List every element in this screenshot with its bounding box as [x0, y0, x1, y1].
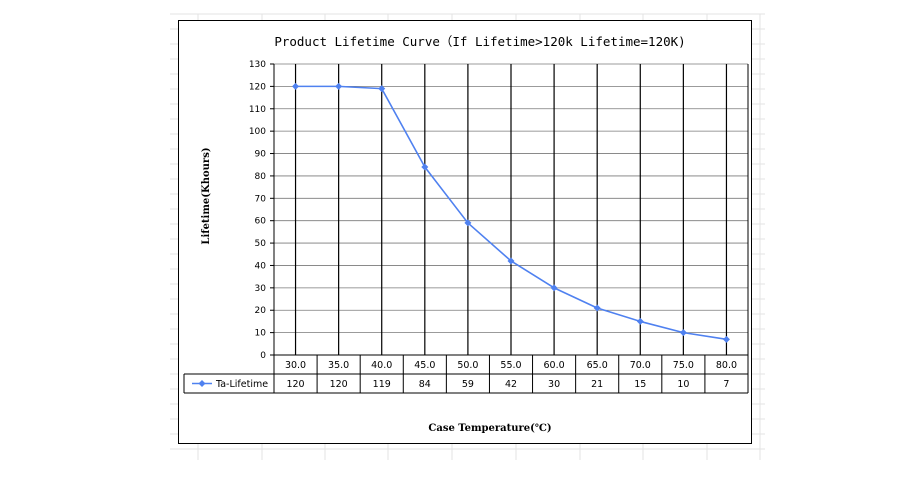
x-tick-label: 70.0 [630, 360, 651, 371]
y-tick-label: 90 [255, 150, 267, 160]
legend-label: Ta-Lifetime [215, 379, 268, 390]
plot-gridlines [273, 63, 749, 356]
data-label: 120 [330, 379, 348, 390]
y-tick-label: 50 [255, 239, 267, 249]
y-tick-label: 120 [249, 82, 266, 92]
y-tick-label: 30 [255, 284, 267, 294]
data-label: 10 [677, 379, 689, 390]
y-tick-label: 130 [249, 60, 266, 70]
data-point [636, 317, 644, 325]
data-label: 15 [634, 379, 646, 390]
x-tick-label: 30.0 [285, 360, 306, 371]
y-tick-label: 0 [260, 351, 266, 361]
data-point [464, 219, 472, 227]
data-label: 42 [505, 379, 517, 390]
data-label: 120 [286, 379, 304, 390]
y-tick-label: 40 [255, 261, 267, 271]
y-axis-label: Lifetime(Khours) [201, 147, 212, 244]
data-point [679, 329, 687, 337]
x-tick-label: 75.0 [673, 360, 694, 371]
data-point [292, 82, 300, 90]
x-tick-label: 55.0 [500, 360, 521, 371]
data-label: 7 [723, 379, 729, 390]
y-tick-label: 110 [249, 105, 266, 115]
x-tick-label: 35.0 [328, 360, 349, 371]
data-label: 119 [373, 379, 391, 390]
y-tick-label: 60 [255, 217, 267, 227]
y-tick-labels: 0 10 20 30 40 50 60 70 80 90 100 110 120 130 [249, 60, 274, 361]
y-tick-label: 10 [255, 329, 267, 339]
data-point [507, 257, 515, 265]
data-point [421, 163, 429, 171]
x-tick-label: 80.0 [716, 360, 737, 371]
data-point [722, 335, 730, 343]
chart-title: Product Lifetime Curve（If Lifetime>120k … [274, 34, 685, 49]
data-point [593, 304, 601, 312]
data-label: 21 [591, 379, 603, 390]
y-tick-label: 70 [255, 194, 267, 204]
data-label: 30 [548, 379, 560, 390]
data-point [550, 284, 558, 292]
x-tick-label: 60.0 [544, 360, 565, 371]
y-tick-label: 100 [249, 127, 266, 137]
legend-marker [198, 380, 206, 387]
x-axis-label: Case Temperature(℃) [428, 423, 551, 434]
x-tick-label: 65.0 [587, 360, 608, 371]
data-point [335, 82, 343, 90]
x-tick-label: 40.0 [371, 360, 392, 371]
x-tick-label: 50.0 [457, 360, 478, 371]
y-tick-label: 20 [255, 306, 267, 316]
data-table: 30.0 35.0 40.0 45.0 50.0 55.0 60.0 65.0 70.0 75.0… [183, 355, 749, 394]
x-tick-label: 45.0 [414, 360, 435, 371]
y-tick-label: 80 [255, 172, 267, 182]
data-label: 59 [462, 379, 474, 390]
data-point [378, 85, 386, 93]
data-label: 84 [419, 379, 431, 390]
series-line-group [292, 82, 730, 343]
